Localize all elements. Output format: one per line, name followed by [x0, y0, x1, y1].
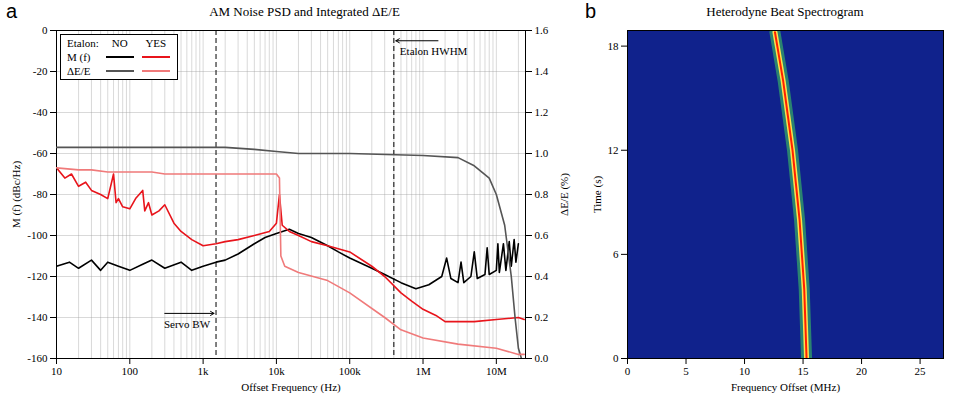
- svg-text:ΔE/E (%): ΔE/E (%): [558, 173, 571, 216]
- svg-text:0: 0: [42, 24, 48, 36]
- svg-text:0.0: 0.0: [535, 352, 549, 364]
- svg-text:12: 12: [608, 144, 619, 156]
- html-text:Etalon:: Etalon:: [67, 37, 99, 49]
- svg-text:10k: 10k: [268, 365, 285, 377]
- svg-text:-80: -80: [33, 188, 48, 200]
- svg-text:15: 15: [798, 365, 810, 377]
- svg-text:1.4: 1.4: [535, 65, 549, 77]
- svg-text:-140: -140: [27, 311, 48, 323]
- html-text:NO: NO: [111, 37, 128, 49]
- svg-text:0: 0: [625, 365, 631, 377]
- svg-text:-20: -20: [33, 65, 48, 77]
- svg-text:20: 20: [856, 365, 868, 377]
- svg-text:5: 5: [683, 365, 689, 377]
- svg-text:Servo BW: Servo BW: [164, 318, 211, 330]
- svg-text:18: 18: [608, 40, 620, 52]
- svg-text:1.0: 1.0: [535, 147, 549, 159]
- svg-text:6: 6: [613, 248, 619, 260]
- svg-text:-60: -60: [33, 147, 48, 159]
- svg-text:10M: 10M: [486, 365, 507, 377]
- svg-text:Etalon HWHM: Etalon HWHM: [400, 45, 468, 57]
- svg-text:Offset Frequency (Hz): Offset Frequency (Hz): [241, 381, 341, 394]
- svg-text:0: 0: [613, 352, 619, 364]
- html-text:AM Noise PSD and Integrated ΔE: AM Noise PSD and Integrated ΔE/E: [209, 4, 400, 19]
- svg-text:0.2: 0.2: [535, 311, 549, 323]
- svg-text:0.4: 0.4: [535, 270, 549, 282]
- html-text:b: b: [585, 0, 597, 22]
- html-text:a: a: [6, 0, 18, 22]
- svg-text:100k: 100k: [339, 365, 362, 377]
- svg-text:-160: -160: [27, 352, 48, 364]
- svg-text:Frequency Offset (MHz): Frequency Offset (MHz): [731, 381, 840, 394]
- svg-text:10: 10: [739, 365, 751, 377]
- svg-text:1.6: 1.6: [535, 24, 549, 36]
- svg-text:M (f) (dBc/Hz): M (f) (dBc/Hz): [10, 161, 23, 229]
- svg-text:0.8: 0.8: [535, 188, 549, 200]
- svg-text:-100: -100: [27, 229, 48, 241]
- svg-text:Time (s): Time (s): [591, 176, 604, 214]
- svg-text:1.2: 1.2: [535, 106, 549, 118]
- svg-text:1M: 1M: [415, 365, 431, 377]
- svg-text:100: 100: [122, 365, 139, 377]
- html-text:ΔE/E: ΔE/E: [67, 65, 91, 77]
- html-text:M (f): M (f): [67, 51, 91, 63]
- svg-text:-40: -40: [33, 106, 48, 118]
- svg-text:0.6: 0.6: [535, 229, 549, 241]
- html-text:Heterodyne Beat Spectrogram: Heterodyne Beat Spectrogram: [706, 4, 864, 19]
- svg-text:25: 25: [915, 365, 927, 377]
- svg-text:10: 10: [51, 365, 63, 377]
- html-text:YES: YES: [145, 37, 167, 49]
- svg-text:-120: -120: [27, 270, 48, 282]
- svg-text:1k: 1k: [198, 365, 210, 377]
